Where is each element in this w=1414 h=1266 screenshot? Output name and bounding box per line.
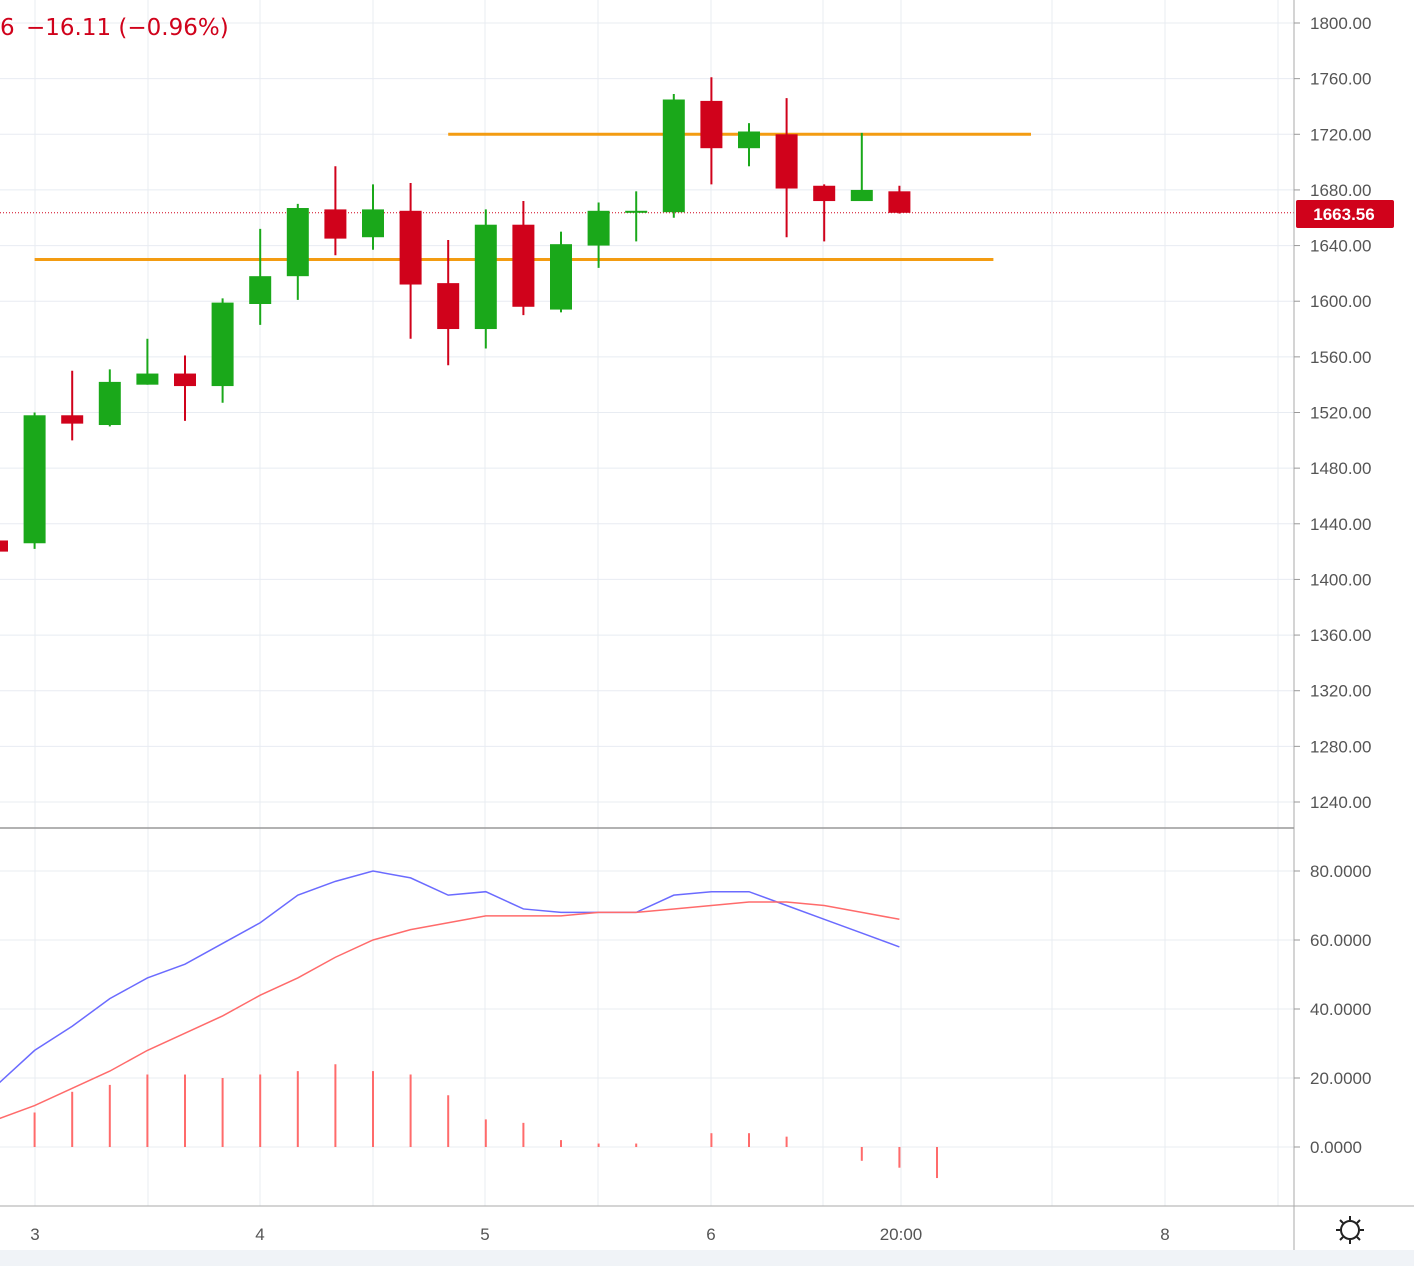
candle-body xyxy=(700,100,723,149)
y-tick-label: 1560.00 xyxy=(1310,348,1371,367)
candle-body xyxy=(587,210,610,246)
candle-body xyxy=(512,224,535,307)
candle-body xyxy=(362,209,384,238)
bottom-bar xyxy=(0,1250,1414,1266)
y-tick-label: 1240.00 xyxy=(1310,793,1371,812)
chart-header: 6 −16.11 (−0.96%) xyxy=(0,15,229,41)
candle-body xyxy=(61,415,84,424)
oscillator-tick-label: 20.0000 xyxy=(1310,1069,1371,1088)
candle-body xyxy=(550,244,572,310)
header-price-fragment: 6 xyxy=(0,15,15,41)
y-tick-label: 1520.00 xyxy=(1310,404,1371,423)
candle-body xyxy=(738,131,760,149)
oscillator-tick-label: 40.0000 xyxy=(1310,1000,1371,1019)
last-price-tag: 1663.56 xyxy=(1296,200,1394,228)
candle-body xyxy=(888,191,911,213)
y-tick-label: 1280.00 xyxy=(1310,737,1371,756)
last-price-tag-bg xyxy=(1296,200,1394,228)
candle-body xyxy=(625,210,648,213)
candle-body xyxy=(23,415,46,544)
candle-body xyxy=(775,134,798,189)
oscillator-tick-label: 0.0000 xyxy=(1310,1138,1362,1157)
candles-series xyxy=(0,77,911,552)
candle-body xyxy=(286,208,309,277)
y-tick-label: 1360.00 xyxy=(1310,626,1371,645)
candle-body xyxy=(850,189,873,202)
candle-body xyxy=(0,540,8,552)
candle-body xyxy=(98,381,121,426)
k-line xyxy=(0,870,900,1084)
y-tick-label: 1320.00 xyxy=(1310,682,1371,701)
y-tick-label: 1760.00 xyxy=(1310,70,1371,89)
oscillator-pane xyxy=(0,870,938,1179)
y-tick-label: 1400.00 xyxy=(1310,570,1371,589)
x-tick-label: 5 xyxy=(480,1225,489,1244)
x-tick-label: 20:00 xyxy=(880,1225,923,1244)
candle-body xyxy=(324,209,347,239)
candle-body xyxy=(136,373,159,385)
x-tick-label: 8 xyxy=(1160,1225,1169,1244)
y-tick-label: 1720.00 xyxy=(1310,125,1371,144)
d-line xyxy=(0,901,900,1120)
candle-body xyxy=(174,373,196,387)
settings-button[interactable] xyxy=(1320,1206,1380,1256)
x-tick-label: 4 xyxy=(255,1225,264,1244)
y-tick-label: 1480.00 xyxy=(1310,459,1371,478)
candle-body xyxy=(399,210,422,285)
y-tick-label: 1800.00 xyxy=(1310,14,1371,33)
y-tick-label: 1680.00 xyxy=(1310,181,1371,200)
y-tick-label: 1440.00 xyxy=(1310,515,1371,534)
candle-body xyxy=(662,99,685,213)
oscillator-tick-label: 60.0000 xyxy=(1310,931,1371,950)
gear-icon xyxy=(1336,1216,1364,1244)
y-tick-label: 1600.00 xyxy=(1310,292,1371,311)
grid-lines xyxy=(0,0,1294,1206)
candle-body xyxy=(813,185,836,202)
candle-body xyxy=(249,276,272,304)
x-tick-label: 6 xyxy=(706,1225,715,1244)
candle-body xyxy=(474,224,497,330)
candle-body xyxy=(211,302,234,387)
x-tick-label: 3 xyxy=(30,1225,39,1244)
oscillator-tick-label: 80.0000 xyxy=(1310,862,1371,881)
candle-body xyxy=(437,283,460,330)
y-tick-label: 1640.00 xyxy=(1310,237,1371,256)
header-change: −16.11 (−0.96%) xyxy=(26,15,229,41)
last-price-label: 1663.56 xyxy=(1313,205,1374,224)
